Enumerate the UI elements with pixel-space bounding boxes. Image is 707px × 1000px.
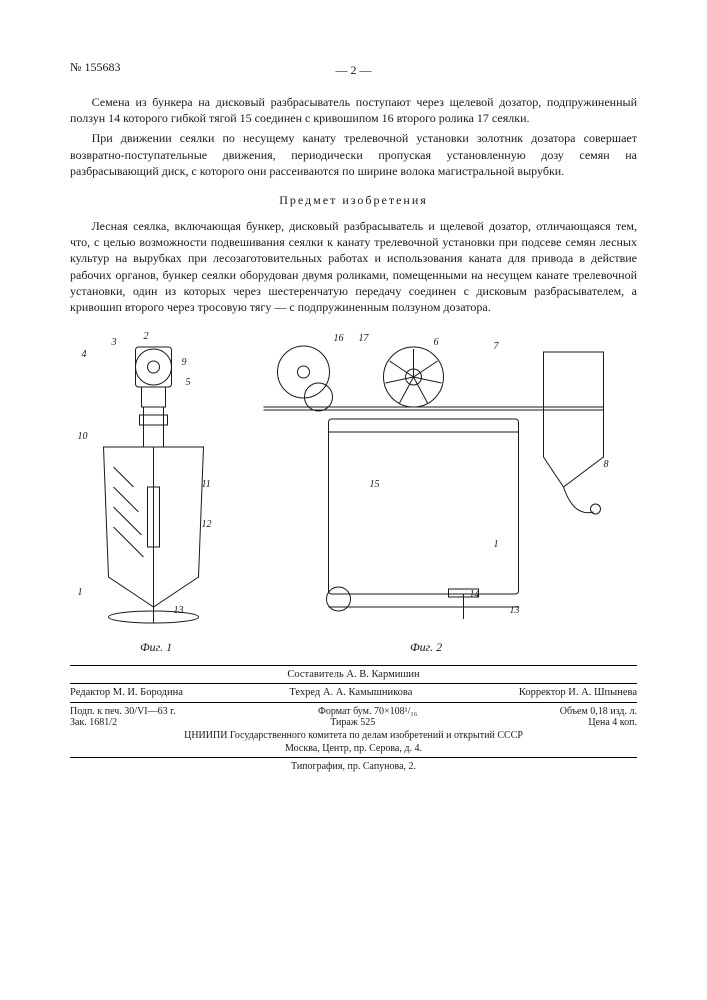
- svg-text:7: 7: [494, 341, 500, 352]
- svg-text:5: 5: [186, 377, 191, 388]
- svg-text:4: 4: [82, 349, 87, 360]
- svg-text:2: 2: [144, 331, 149, 342]
- imprint-left1: Подп. к печ. 30/VI—63 г.: [70, 706, 176, 717]
- imprint-left2: Зак. 1681/2: [70, 717, 117, 728]
- svg-text:6: 6: [434, 337, 439, 348]
- imprint-org: ЦНИИПИ Государственного комитета по дела…: [70, 730, 637, 741]
- imprint-center1: Формат бум. 70×108¹/₁₆: [318, 706, 417, 717]
- imprint-printer: Типография, пр. Сапунова, 2.: [70, 761, 637, 772]
- section-title: Предмет изобретения: [70, 193, 637, 208]
- svg-text:9: 9: [182, 357, 187, 368]
- imprint-center2: Тираж 525: [330, 717, 375, 728]
- svg-text:3: 3: [111, 337, 117, 348]
- corrector: Корректор И. А. Шпынева: [519, 687, 637, 698]
- claim-text: Лесная сеялка, включающая бункер, дисков…: [70, 218, 637, 315]
- svg-text:17: 17: [359, 333, 370, 344]
- svg-text:10: 10: [78, 431, 88, 442]
- svg-text:16: 16: [334, 333, 344, 344]
- svg-text:11: 11: [202, 479, 211, 490]
- editor: Редактор М. И. Бородина: [70, 687, 183, 698]
- paragraph-1: Семена из бункера на дисковый разбрасыва…: [70, 94, 637, 126]
- svg-text:15: 15: [370, 479, 380, 490]
- page-number: — 2 —: [70, 63, 637, 78]
- paragraph-2: При движении сеялки по несущему канату т…: [70, 130, 637, 179]
- svg-text:13: 13: [510, 605, 520, 616]
- svg-text:12: 12: [202, 519, 212, 530]
- techred: Техред А. А. Камышникова: [289, 687, 412, 698]
- svg-text:1: 1: [494, 539, 499, 550]
- svg-text:1: 1: [78, 587, 83, 598]
- imprint-right1: Объем 0,18 изд. л.: [560, 706, 637, 717]
- imprint-block: Подп. к печ. 30/VI—63 г. Формат бум. 70×…: [70, 702, 637, 772]
- technical-drawing: 4 3 2 9 5 10 11 12 1 13: [70, 327, 637, 657]
- svg-text:8: 8: [604, 459, 609, 470]
- fig2-label: Фиг. 2: [410, 640, 442, 655]
- svg-text:13: 13: [174, 605, 184, 616]
- credits-block: Составитель А. В. Кармишин Редактор М. И…: [70, 665, 637, 698]
- imprint-right2: Цена 4 коп.: [588, 717, 637, 728]
- compiler: Составитель А. В. Кармишин: [70, 669, 637, 680]
- fig1-label: Фиг. 1: [140, 640, 172, 655]
- svg-text:14: 14: [470, 589, 480, 600]
- imprint-addr: Москва, Центр, пр. Серова, д. 4.: [70, 743, 637, 754]
